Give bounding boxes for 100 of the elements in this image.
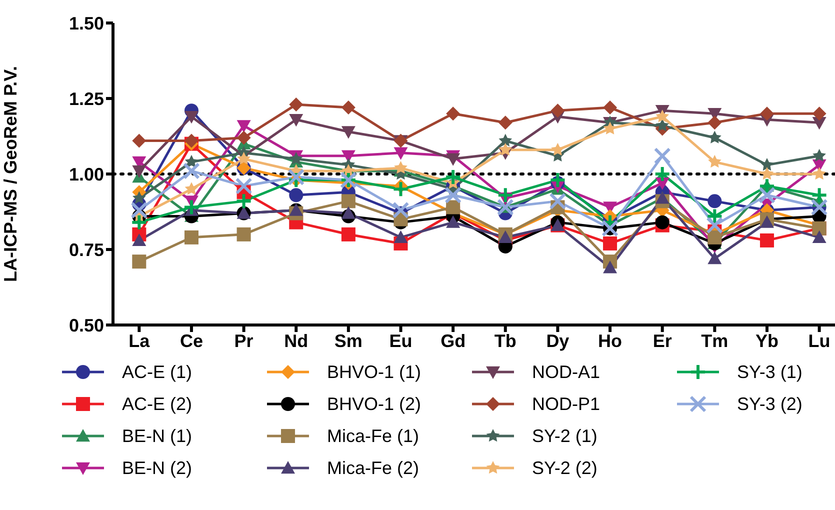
point [444, 186, 462, 204]
point [708, 130, 722, 144]
point [812, 230, 826, 244]
legend-label: NOD-P1 [532, 394, 600, 414]
point [288, 168, 305, 186]
point [341, 206, 356, 219]
point [341, 227, 356, 242]
point [810, 186, 828, 204]
point [656, 110, 670, 122]
point [184, 230, 198, 244]
point [760, 167, 774, 180]
legend-label: BE-N (1) [122, 426, 192, 446]
point [760, 215, 774, 228]
legend-label: AC-E (1) [122, 362, 192, 382]
point [235, 178, 252, 195]
y-tick-label: 0.75 [68, 240, 104, 260]
point [341, 150, 356, 163]
point [184, 182, 198, 195]
point [603, 100, 618, 115]
x-tick-label: Eu [389, 330, 412, 351]
point [132, 165, 146, 178]
point [603, 122, 617, 134]
point [708, 252, 722, 264]
point [289, 98, 304, 112]
point [236, 120, 251, 133]
legend-label: Mica-Fe (1) [327, 426, 420, 446]
point [184, 111, 198, 124]
point [130, 202, 148, 219]
point [498, 230, 512, 244]
x-tick-label: Er [652, 330, 672, 351]
point [394, 230, 408, 244]
x-tick-label: Ce [180, 330, 203, 351]
legend-label: SY-3 (2) [737, 394, 802, 414]
point [132, 191, 146, 204]
point [496, 198, 514, 216]
x-tick-label: Pr [234, 330, 254, 351]
point [289, 188, 304, 202]
x-tick-label: Tb [494, 330, 516, 351]
point [392, 202, 410, 219]
point [603, 236, 618, 250]
point [603, 260, 618, 274]
x-tick-label: Dy [546, 330, 570, 351]
x-tick-label: Gd [440, 330, 466, 351]
point [132, 134, 146, 148]
legend-label: AC-E (2) [122, 394, 192, 414]
point [341, 100, 356, 115]
x-tick-label: Tm [701, 330, 728, 351]
point [706, 208, 724, 225]
point [341, 126, 356, 139]
point [496, 186, 514, 204]
point [760, 158, 774, 171]
point [444, 168, 462, 186]
x-tick-label: Nd [284, 330, 308, 351]
point [654, 147, 671, 164]
point [446, 215, 460, 228]
point [394, 147, 408, 160]
legend-label: SY-2 (2) [532, 458, 598, 478]
point [341, 194, 356, 208]
point [498, 116, 512, 130]
x-tick-label: Ho [598, 330, 622, 351]
legend-label: SY-3 (1) [737, 362, 802, 382]
point [758, 186, 776, 204]
point [708, 230, 722, 244]
legend-label: NOD-A1 [532, 362, 600, 382]
point [132, 233, 146, 246]
point [656, 118, 670, 132]
legend-label: BHVO-1 (1) [327, 362, 422, 382]
y-tick-label: 0.50 [68, 315, 104, 336]
x-tick-label: Yb [755, 330, 778, 351]
point [812, 148, 826, 162]
point [549, 192, 566, 210]
point [708, 116, 722, 130]
point [130, 214, 148, 231]
point [812, 167, 826, 180]
y-axis-title: LA-ICP-MS / GeoReM P.V. [0, 66, 20, 282]
point [706, 216, 724, 234]
point [549, 172, 566, 189]
point [289, 114, 304, 127]
point [236, 227, 251, 242]
legend-label: BHVO-1 (2) [327, 394, 422, 414]
y-tick-label: 1.50 [68, 13, 104, 34]
point [446, 153, 460, 166]
point [392, 180, 410, 198]
point [236, 130, 251, 145]
x-tick-label: Sm [334, 330, 362, 351]
point [550, 104, 565, 118]
point [551, 142, 564, 156]
point [394, 160, 408, 174]
point [132, 254, 146, 269]
point [708, 194, 722, 208]
point [654, 166, 671, 182]
point [446, 106, 460, 121]
point [812, 106, 826, 121]
legend-label: SY-2 (1) [532, 426, 598, 446]
point [498, 142, 512, 156]
y-tick-label: 1.25 [68, 88, 104, 109]
point [446, 200, 460, 214]
y-tick-label: 1.00 [68, 164, 104, 184]
point [184, 154, 198, 168]
point [758, 178, 776, 195]
